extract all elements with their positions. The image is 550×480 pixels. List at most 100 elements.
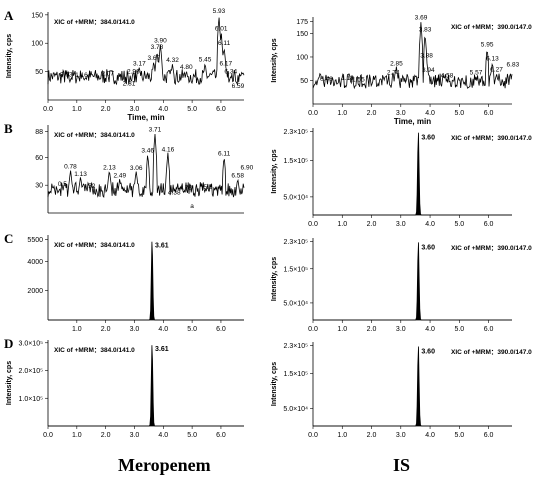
- peak-label: a: [190, 203, 194, 210]
- x-tick-label: 4.0: [425, 326, 435, 333]
- peak-label: 5.93: [213, 8, 226, 15]
- x-tick-label: 0.0: [308, 110, 318, 117]
- peak-label: 6.11: [218, 40, 231, 47]
- peak-label: 0.5: [58, 181, 67, 188]
- x-tick-label: 2.0: [367, 221, 377, 228]
- x-tick-label: 0.0: [43, 432, 53, 439]
- peak-label: 3.83: [419, 26, 432, 33]
- x-tick-label: 2.0: [101, 432, 111, 439]
- panel-label-b: B: [4, 121, 13, 136]
- peak-label: 5.5: [203, 184, 212, 191]
- series-line: [313, 132, 512, 216]
- y-tick-label: 2.3×10⁵: [283, 343, 308, 350]
- x-tick-label: 4.0: [425, 432, 435, 439]
- peak-label: 1.55: [352, 76, 365, 83]
- peak-label: 2.49: [113, 173, 126, 180]
- y-tick-label: 2.3×10⁵: [283, 239, 308, 246]
- peak-label: 6.01: [215, 25, 228, 32]
- chart-title: XIC of +MRM：390.0/147.0: [451, 135, 532, 142]
- x-tick-label: 6.0: [484, 221, 494, 228]
- peak-label: 4.78: [179, 185, 192, 192]
- y-tick-label: 150: [296, 31, 308, 38]
- panel-label-d: D: [4, 336, 13, 351]
- x-tick-label: 3.0: [396, 221, 406, 228]
- x-tick-label: 0.0: [308, 432, 318, 439]
- y-tick-label: 1.5×10⁵: [283, 266, 308, 273]
- peak-label: 2.85: [390, 60, 403, 67]
- panel-label-c: C: [4, 231, 13, 246]
- chart-title: XIC of +MRM：390.0/147.0: [451, 24, 532, 31]
- x-tick-label: 0.0: [308, 326, 318, 333]
- x-tick-label: 2.0: [101, 326, 111, 333]
- x-tick-label: 1.0: [72, 326, 82, 333]
- peak-label: 3.90: [154, 37, 167, 44]
- x-tick-label: 3.0: [396, 326, 406, 333]
- x-tick-label: 3.0: [396, 110, 406, 117]
- peak-label: 3.67: [147, 55, 160, 62]
- peak-label: 3.71: [149, 126, 162, 133]
- peak-label: 2.13: [103, 164, 116, 171]
- y-tick-label: 4000: [27, 259, 43, 266]
- x-tick-label: 1.0: [337, 326, 347, 333]
- peak-label: 3.69: [415, 15, 428, 22]
- x-tick-label: 5.0: [187, 432, 197, 439]
- peak-label: 4.80: [180, 64, 193, 71]
- peak-label: 1.18: [341, 75, 354, 82]
- y-tick-label: 2.0×10⁵: [18, 368, 43, 375]
- peak-label: 4.58: [441, 73, 454, 80]
- y-tick-label: 50: [35, 69, 43, 76]
- peak-label: 3.60: [421, 244, 435, 251]
- x-axis-label: Time, min: [394, 117, 431, 126]
- panel-label-a: A: [4, 8, 14, 23]
- peak-label: 6.17: [220, 61, 233, 68]
- chart-title: XIC of +MRM：390.0/147.0: [451, 349, 532, 356]
- x-tick-label: 1.0: [337, 432, 347, 439]
- y-tick-label: 1.5×10⁵: [283, 371, 308, 378]
- y-axis-label: Intensity, cps: [271, 38, 278, 82]
- y-axis-label: Intensity, cps: [271, 149, 278, 193]
- series-line: [47, 17, 245, 86]
- series-line: [313, 346, 512, 427]
- peak-label: 3.88: [420, 52, 433, 59]
- y-tick-label: 50: [300, 78, 308, 85]
- peak-label: 4.38: [168, 189, 181, 196]
- peak-label: 6.58: [231, 173, 244, 180]
- y-tick-label: 150: [31, 12, 43, 19]
- peak-label: 0.46: [320, 76, 333, 83]
- x-tick-label: 4.0: [158, 432, 168, 439]
- peak-label: 3.61: [155, 346, 169, 353]
- y-tick-label: 1.5×10⁵: [283, 158, 308, 165]
- y-tick-label: 1.0×10⁵: [18, 396, 43, 403]
- peak-label: 0.78: [64, 163, 77, 170]
- chart-title: XIC of +MRM：390.0/147.0: [451, 245, 532, 252]
- series-line: [48, 345, 244, 427]
- peak-label: 3.60: [421, 349, 435, 356]
- x-tick-label: 6.0: [484, 326, 494, 333]
- y-axis-label: Intensity, cps: [6, 361, 13, 405]
- column-title-is: IS: [393, 455, 411, 475]
- x-tick-label: 1.0: [72, 106, 82, 113]
- y-tick-label: 2000: [27, 288, 43, 295]
- x-tick-label: 3.0: [396, 432, 406, 439]
- peak-label: 6.13: [486, 56, 499, 63]
- y-tick-label: 88: [35, 129, 43, 136]
- chart-title: XIC of +MRM：384.0/141.0: [54, 19, 135, 26]
- y-tick-label: 3.0×10⁵: [18, 340, 43, 347]
- y-tick-label: 2.3×10⁵: [283, 129, 308, 136]
- x-axis-label: Time, min: [127, 113, 164, 122]
- peak-label: 6.11: [218, 150, 231, 157]
- x-tick-label: 2.0: [101, 106, 111, 113]
- x-tick-label: 5.0: [454, 326, 464, 333]
- y-axis-label: Intensity, cps: [271, 257, 278, 301]
- x-tick-label: 6.0: [484, 110, 494, 117]
- y-tick-label: 100: [296, 54, 308, 61]
- series-line: [312, 22, 513, 90]
- peak-label: 3.06: [130, 165, 143, 172]
- peak-label: 2.74: [387, 70, 400, 77]
- x-tick-label: 0.0: [308, 221, 318, 228]
- y-tick-label: 5.0×10⁴: [283, 194, 308, 201]
- peak-label: 2.96: [127, 69, 140, 76]
- x-tick-label: 3.0: [130, 326, 140, 333]
- peak-label: 6.83: [507, 62, 520, 69]
